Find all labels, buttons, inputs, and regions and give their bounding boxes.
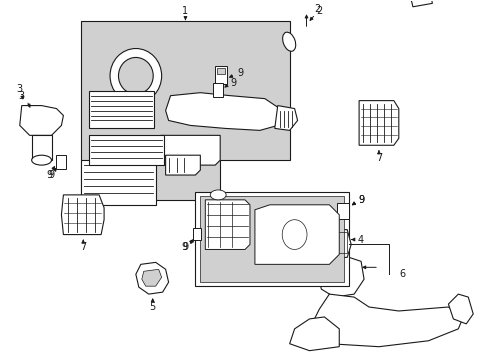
Bar: [213, 83, 223, 96]
Bar: [195, 192, 348, 286]
Polygon shape: [254, 205, 339, 264]
Text: 9: 9: [357, 195, 364, 205]
Polygon shape: [165, 155, 200, 175]
Text: 9: 9: [48, 170, 55, 180]
Polygon shape: [358, 100, 398, 145]
Bar: [89, 91, 153, 129]
Text: 9: 9: [357, 195, 364, 205]
Ellipse shape: [110, 49, 162, 103]
Polygon shape: [136, 262, 168, 294]
Text: 9: 9: [46, 170, 53, 180]
Polygon shape: [274, 105, 297, 130]
Polygon shape: [161, 135, 220, 165]
Text: 9: 9: [229, 78, 236, 88]
Text: 3: 3: [19, 91, 25, 101]
Text: 5: 5: [149, 302, 156, 312]
Polygon shape: [317, 257, 364, 297]
Polygon shape: [205, 200, 249, 249]
Polygon shape: [165, 93, 279, 130]
Polygon shape: [314, 230, 350, 257]
Bar: [56, 155, 66, 169]
Bar: [319, 231, 346, 253]
Text: 7: 7: [375, 153, 381, 163]
Polygon shape: [142, 269, 162, 286]
Polygon shape: [235, 213, 324, 238]
Bar: [200, 196, 344, 282]
Polygon shape: [288, 0, 431, 7]
Text: 6: 6: [399, 269, 405, 279]
Bar: [337, 203, 348, 219]
Text: 8: 8: [274, 244, 280, 255]
Polygon shape: [32, 135, 51, 160]
Bar: [193, 228, 201, 239]
Polygon shape: [309, 294, 462, 347]
Text: 2: 2: [314, 4, 320, 14]
Bar: [217, 68, 224, 74]
Text: 9: 9: [182, 243, 188, 252]
Ellipse shape: [282, 32, 295, 51]
Text: 4: 4: [357, 234, 364, 244]
Bar: [215, 66, 226, 84]
Polygon shape: [20, 105, 63, 135]
Polygon shape: [61, 195, 104, 235]
Ellipse shape: [210, 190, 225, 200]
Polygon shape: [289, 317, 339, 351]
Ellipse shape: [32, 155, 51, 165]
Bar: [89, 135, 163, 165]
Text: 3: 3: [17, 84, 23, 94]
Text: 9: 9: [237, 68, 243, 78]
Polygon shape: [81, 160, 155, 205]
Text: 9: 9: [181, 243, 187, 252]
Text: 1: 1: [182, 6, 188, 16]
Polygon shape: [447, 294, 472, 324]
Ellipse shape: [118, 58, 153, 94]
Text: 7: 7: [80, 243, 86, 252]
Text: 2: 2: [316, 6, 322, 16]
Polygon shape: [81, 21, 289, 200]
